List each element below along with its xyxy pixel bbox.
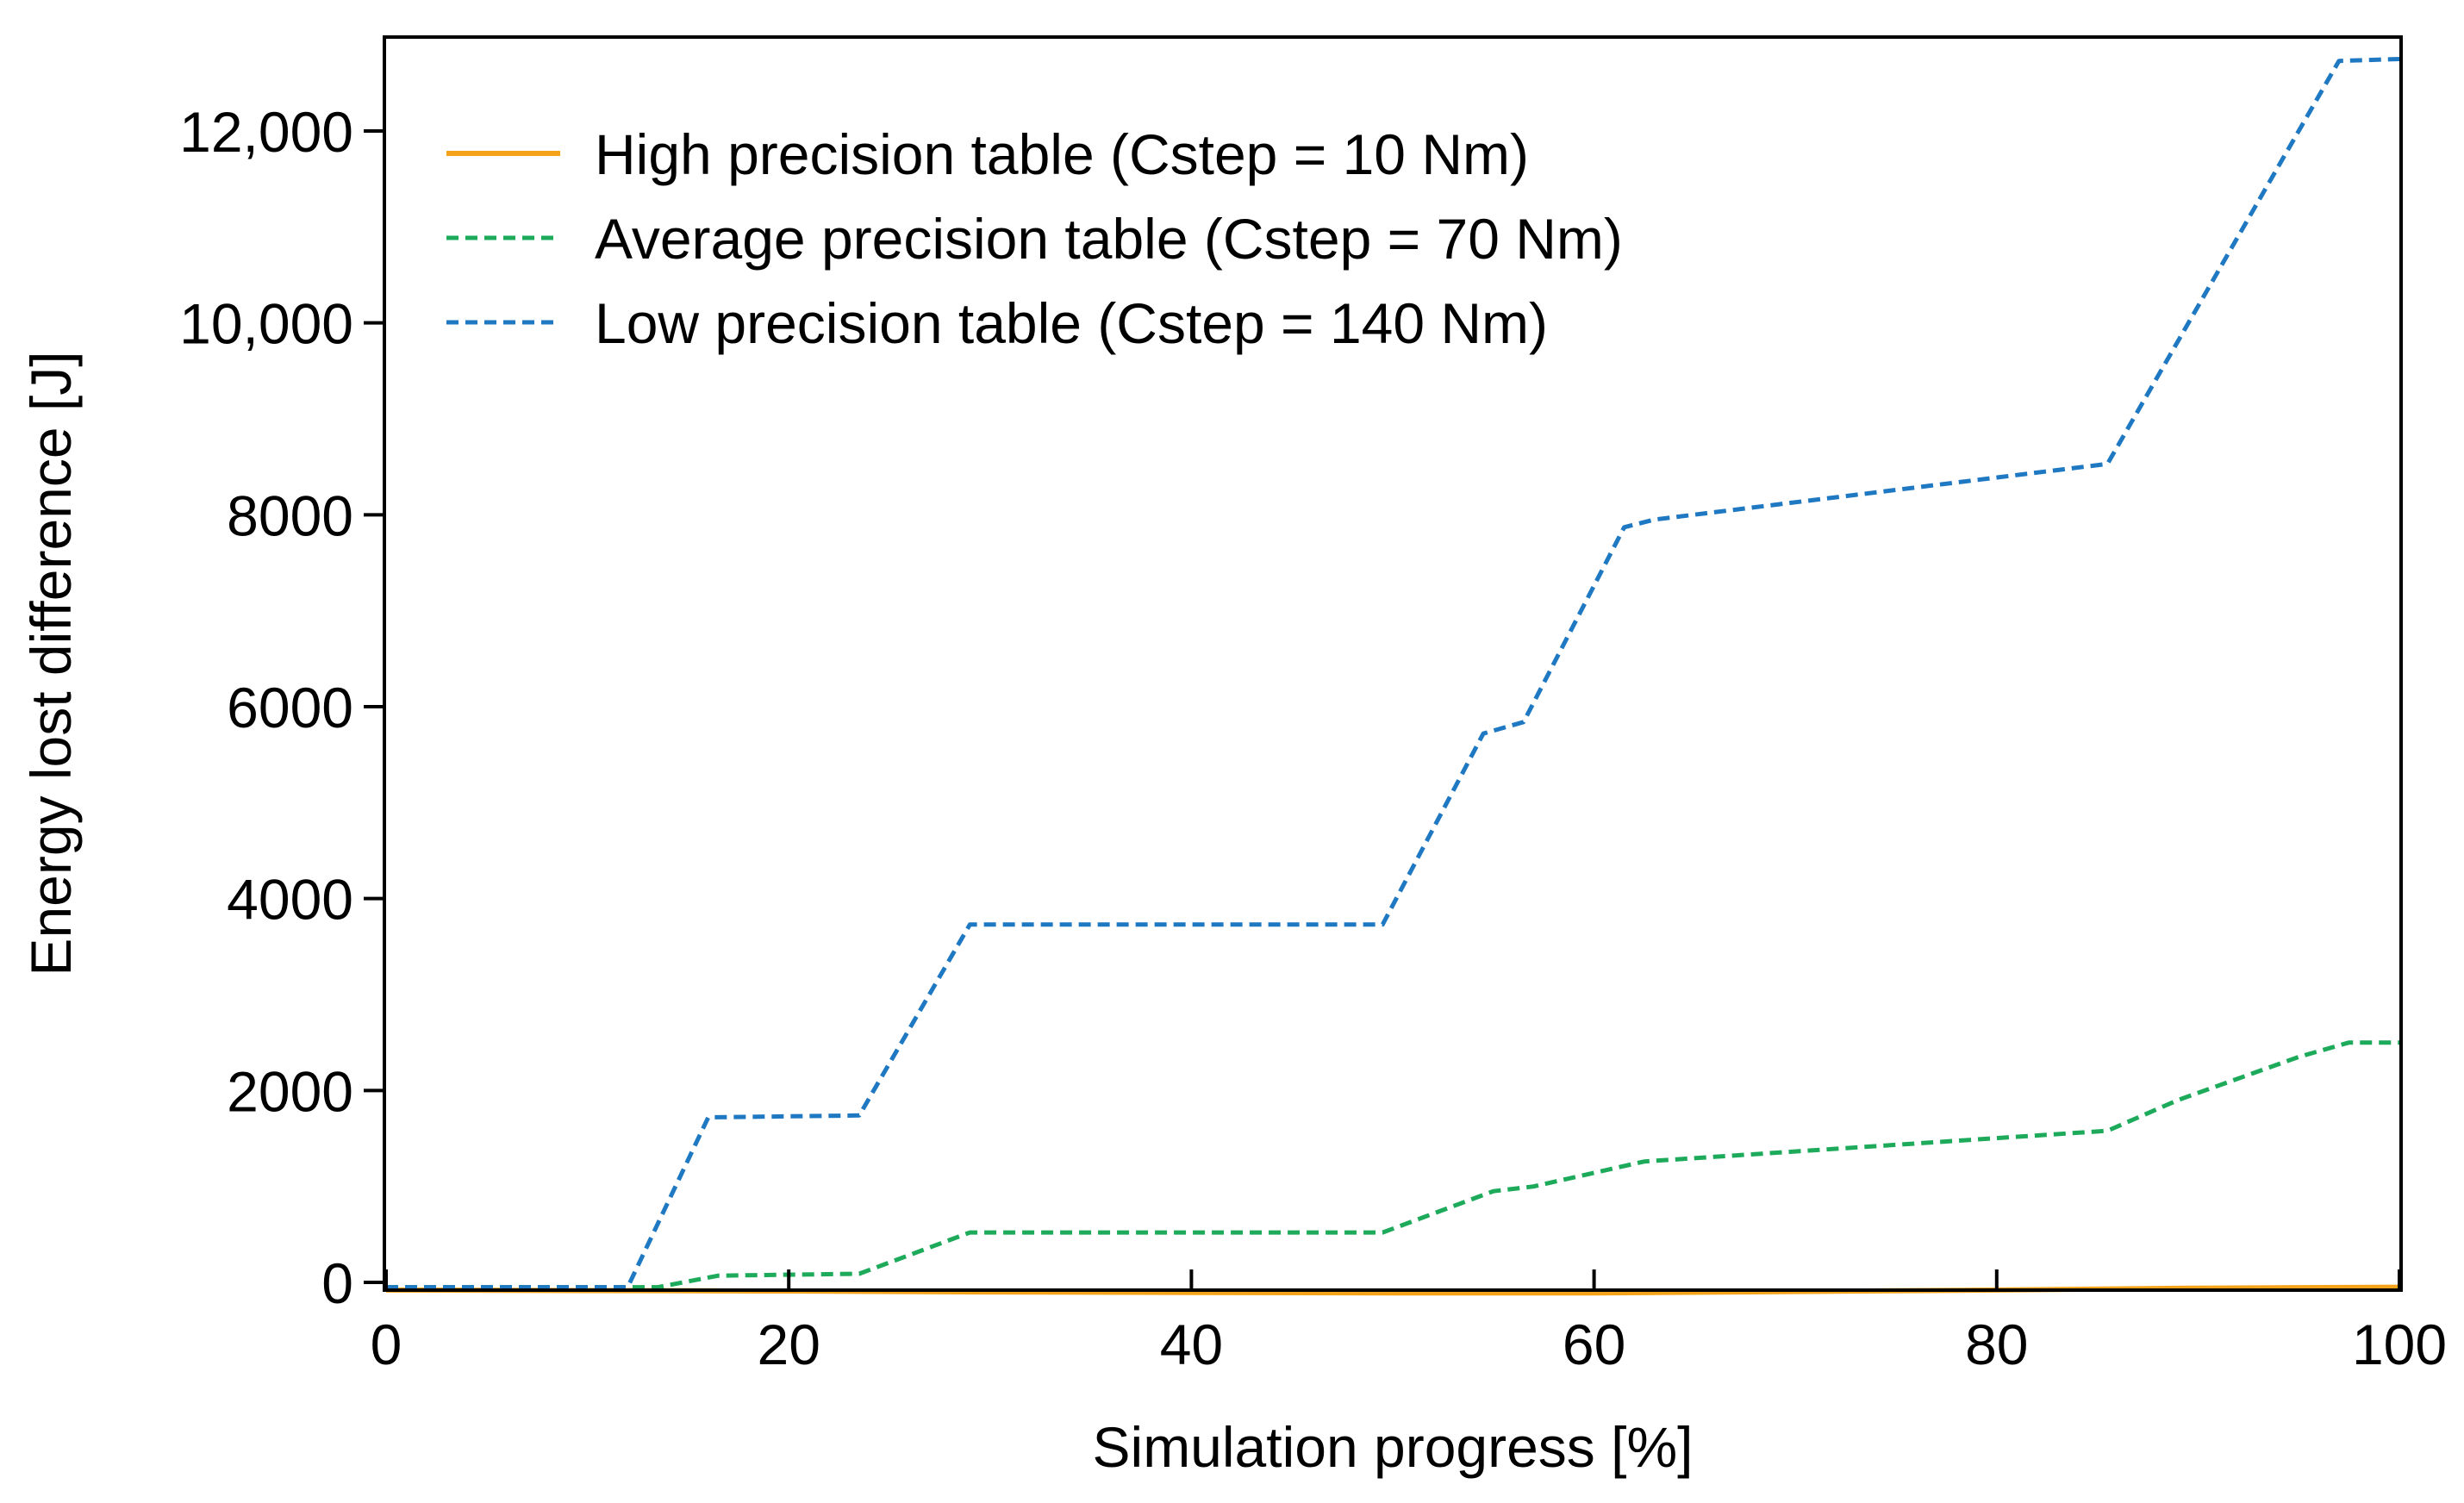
y-axis: 0 2000 4000 6000 8000 10,000 12,000 xyxy=(179,100,384,1315)
y-tick-label: 10,000 xyxy=(179,292,353,356)
y-tick-label: 4000 xyxy=(227,868,353,932)
y-tick-label: 6000 xyxy=(227,676,353,739)
x-tick-label: 40 xyxy=(1160,1313,1223,1376)
legend-label-2: Low precision table (Cstep = 140 Nm) xyxy=(595,291,1548,355)
y-tick-label: 8000 xyxy=(227,483,353,547)
series-line-1 xyxy=(386,1040,2399,1290)
y-tick-label: 12,000 xyxy=(179,100,353,164)
legend-label-1: Average precision table (Cstep = 70 Nm) xyxy=(595,207,1623,271)
x-axis-title: Simulation progress [%] xyxy=(1093,1415,1694,1479)
x-tick-label: 80 xyxy=(1965,1313,2028,1376)
x-tick-label: 60 xyxy=(1563,1313,1625,1376)
x-tick-label: 20 xyxy=(757,1313,820,1376)
y-tick-label: 0 xyxy=(321,1251,353,1315)
plot-frame xyxy=(383,35,2403,1292)
legend-label-0: High precision table (Cstep = 10 Nm) xyxy=(595,122,1529,186)
series-line-2 xyxy=(386,57,2400,1290)
x-tick-label: 0 xyxy=(371,1313,402,1376)
legend: High precision table (Cstep = 10 Nm) Aver… xyxy=(446,122,1623,355)
x-tick-label: 100 xyxy=(2352,1313,2447,1376)
y-tick-label: 2000 xyxy=(227,1059,353,1123)
y-axis-title: Energy lost difference [J] xyxy=(19,351,83,976)
x-axis: 0 20 40 60 80 100 xyxy=(371,1269,2447,1376)
